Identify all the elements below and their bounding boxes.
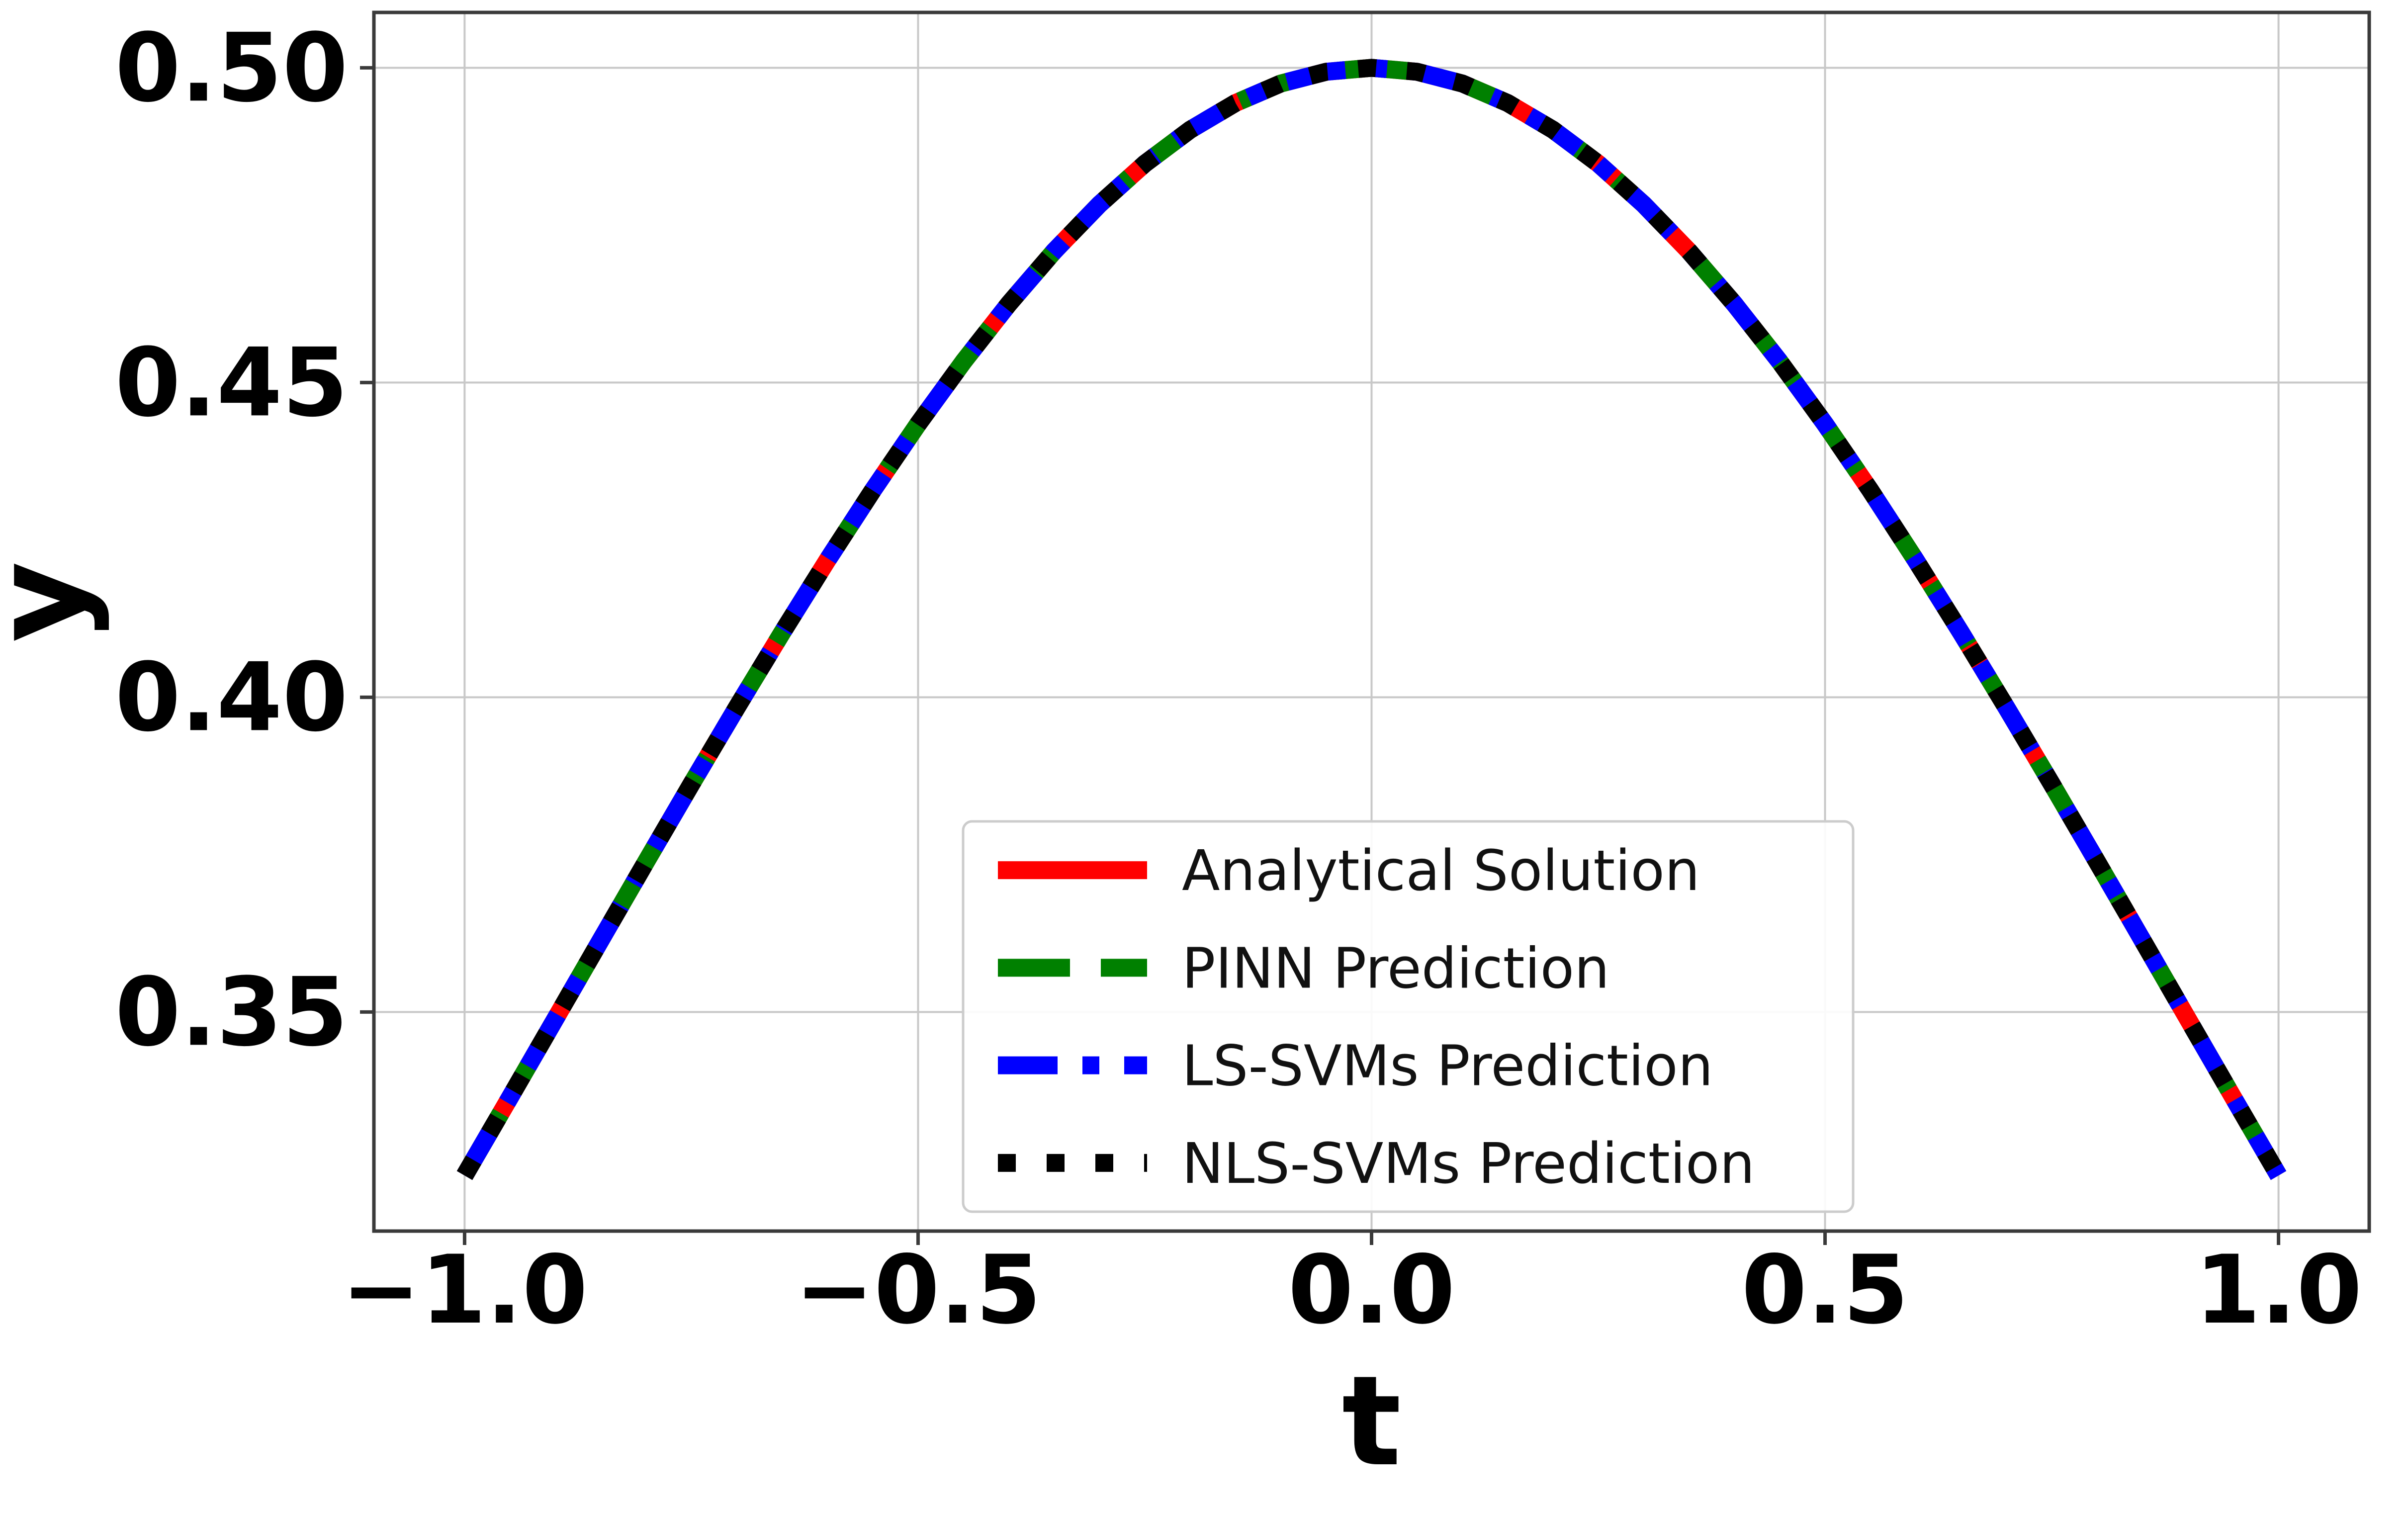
series-nls-svms-prediction [456,59,2287,1180]
y-tick-label: 0.50 [115,13,348,123]
x-tick-label: 0.5 [1741,1235,1909,1345]
legend-label: Analytical Solution [1182,839,1700,903]
legend-label: NLS-SVMs Prediction [1182,1132,1755,1196]
tick-labels: −1.0 −0.5 0.0 0.5 1.0 0.35 0.40 0.45 0.50 [115,13,2362,1345]
legend-box [962,820,1855,1213]
legend-label: LS-SVMs Prediction [1182,1034,1713,1099]
legend: Analytical Solution PINN Prediction LS-SVM… [962,820,1855,1213]
tick-marks [360,66,2281,1245]
y-tick-label: 0.40 [115,642,348,752]
y-axis-label: y [0,561,111,642]
x-tick-label: −0.5 [795,1235,1042,1345]
x-tick-label: 1.0 [2195,1235,2362,1345]
x-tick-label: −1.0 [342,1235,588,1345]
x-tick-label: 0.0 [1288,1235,1455,1345]
legend-label: PINN Prediction [1182,936,1609,1001]
y-tick-label: 0.35 [115,957,348,1067]
y-tick-label: 0.45 [115,328,348,438]
x-axis-label: t [1342,1349,1402,1494]
